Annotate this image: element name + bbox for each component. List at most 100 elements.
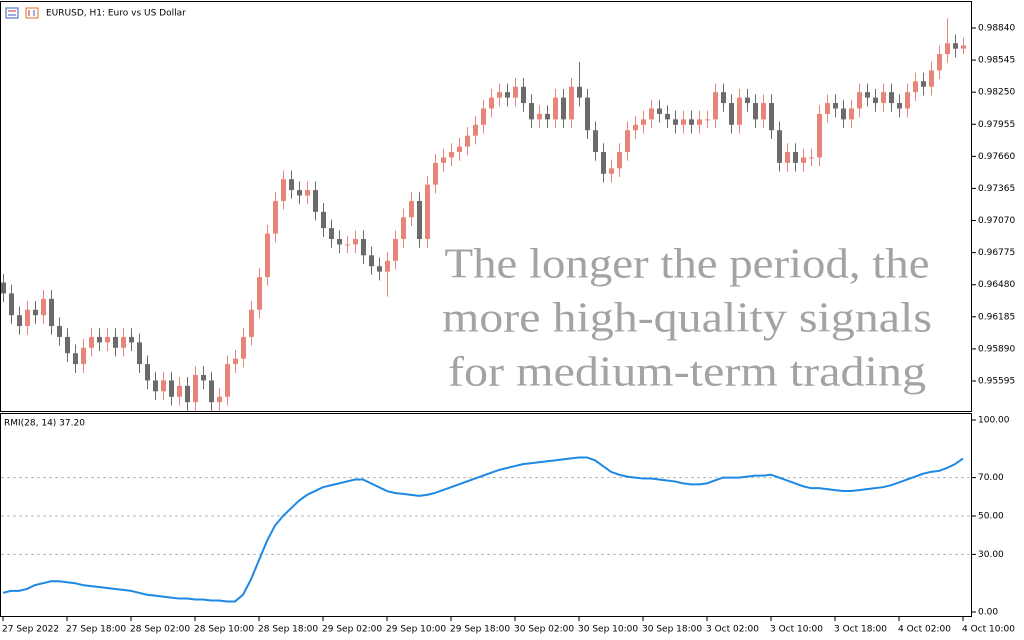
candle-body: [449, 152, 454, 158]
candle-body: [937, 54, 942, 71]
candle-body: [249, 309, 254, 337]
candle-body: [553, 97, 558, 120]
x-tick-label: 30 Sep 02:00: [514, 625, 574, 635]
candle-body: [409, 200, 414, 218]
y-tick-label: 0.98840: [978, 23, 1015, 33]
candle-body: [41, 298, 46, 316]
chart-title: EURUSD, H1: Euro vs US Dollar: [46, 9, 186, 19]
candle-body: [849, 108, 854, 120]
candle-body: [617, 152, 622, 169]
x-tick-label: 3 Oct 10:00: [770, 625, 823, 635]
candle-body: [353, 239, 358, 245]
y-tick-label: 0.96185: [978, 312, 1015, 322]
candle-body: [385, 260, 390, 272]
y-tick-label: 0.97955: [978, 120, 1015, 130]
y-tick-label: 0.95890: [978, 344, 1015, 354]
x-tick-label: 29 Sep 10:00: [386, 625, 446, 635]
y-tick-label: 0.96480: [978, 280, 1015, 290]
candle-body: [857, 92, 862, 109]
icons: [5, 7, 39, 19]
candle-body: [217, 396, 222, 403]
x-tick-label: 28 Sep 18:00: [258, 625, 318, 635]
y-tick-label: 70.00: [978, 473, 1004, 483]
candle-body: [417, 200, 422, 240]
y-tick-label: 0.96775: [978, 248, 1015, 258]
candle-body: [697, 119, 702, 125]
candle-body: [17, 315, 22, 327]
candle-body: [121, 336, 126, 348]
candle-body: [361, 239, 366, 256]
candle-body: [177, 385, 182, 397]
candle-body: [33, 309, 38, 316]
candle-body: [705, 119, 710, 121]
candle-body: [473, 124, 478, 136]
candle-body: [609, 168, 614, 174]
candle-body: [49, 298, 54, 327]
candle-body: [801, 157, 806, 163]
candle-body: [9, 293, 14, 316]
candle-body: [521, 86, 526, 104]
candle-body: [625, 130, 630, 153]
candle-body: [481, 108, 486, 125]
candle-body: [97, 336, 102, 343]
candle-body: [145, 364, 150, 381]
candle-body: [593, 130, 598, 153]
indicator-title: RMI(28, 14) 37.20: [4, 419, 85, 429]
candle-body: [161, 380, 166, 392]
candle-body: [273, 200, 278, 234]
candle-body: [321, 211, 326, 229]
candle-body: [305, 190, 310, 196]
candle-body: [65, 336, 70, 354]
candle-body: [513, 86, 518, 98]
candle-body: [281, 179, 286, 201]
y-tick-label: 0.95595: [978, 376, 1015, 386]
candle-body: [729, 103, 734, 125]
y-tick-label: 100.00: [978, 416, 1010, 426]
x-tick-label: 27 Sep 18:00: [66, 625, 126, 635]
candle-body: [889, 92, 894, 104]
candle-body: [945, 43, 950, 55]
candle-body: [689, 119, 694, 125]
candle-body: [601, 152, 606, 174]
x-tick-label: 30 Sep 18:00: [642, 625, 702, 635]
candle-body: [545, 113, 550, 120]
candle-body: [681, 119, 686, 125]
price-panel: [0, 1, 972, 412]
candle-body: [793, 152, 798, 163]
candle-body: [761, 103, 766, 120]
candle-body: [265, 233, 270, 278]
y-tick-label: 0.00: [978, 608, 998, 618]
candle-body: [313, 190, 318, 212]
candle-body: [841, 108, 846, 120]
candle-body: [233, 358, 238, 365]
candle-body: [649, 108, 654, 120]
x-tick-label: 28 Sep 02:00: [130, 625, 190, 635]
y-tick-label: 0.97660: [978, 152, 1015, 162]
y-tick-label: 0.98545: [978, 56, 1015, 66]
candle-body: [153, 380, 158, 392]
x-tick-label: 3 Oct 18:00: [834, 625, 887, 635]
candle-body: [817, 113, 822, 158]
candle-body: [881, 92, 886, 104]
candle-body: [441, 157, 446, 163]
candle-body: [457, 146, 462, 153]
x-tick-label: 30 Sep 10:00: [578, 625, 638, 635]
candle-body: [585, 97, 590, 131]
candle-body: [737, 97, 742, 125]
x-tick-label: 29 Sep 02:00: [322, 625, 382, 635]
candle-body: [833, 103, 838, 109]
icon: [25, 7, 39, 19]
candle-body: [961, 45, 966, 49]
candle-body: [505, 92, 510, 98]
rmi-line: [2, 456, 964, 603]
x-tick-label: 29 Sep 18:00: [450, 625, 510, 635]
x-tick-label: 4 Oct 10:00: [962, 625, 1015, 635]
candle-body: [137, 342, 142, 365]
candle-body: [345, 244, 350, 246]
candle-body: [369, 255, 374, 267]
candle-body: [377, 266, 382, 272]
candle-body: [569, 86, 574, 120]
x-tick-label: 3 Oct 02:00: [706, 625, 759, 635]
candle-body: [73, 353, 78, 365]
candle-body: [809, 157, 814, 159]
